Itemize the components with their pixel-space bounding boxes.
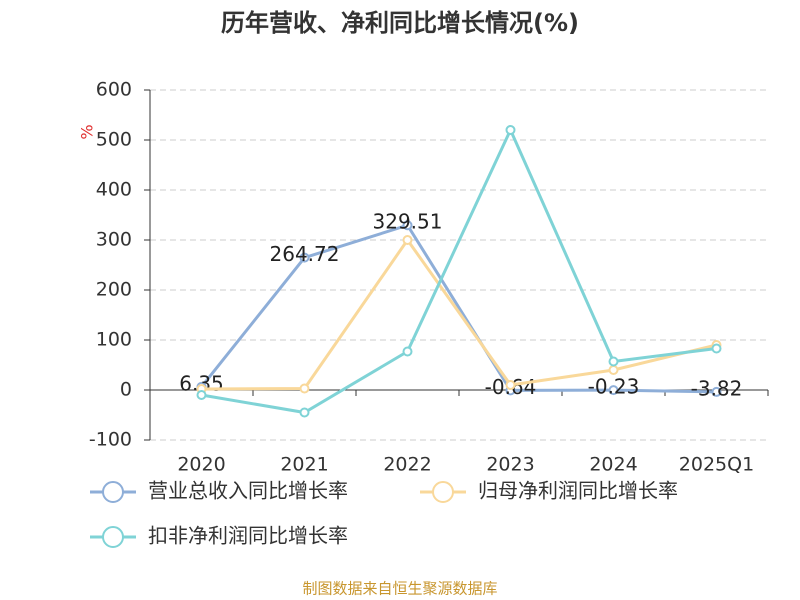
series-line xyxy=(200,223,717,394)
legend-marker xyxy=(102,526,124,548)
chart-title: 历年营收、净利同比增长情况(%) xyxy=(221,9,579,37)
y-tick-label: 0 xyxy=(120,379,132,401)
y-tick-label: -100 xyxy=(89,429,132,451)
y-tick-label: 500 xyxy=(96,129,132,151)
series-line xyxy=(201,126,717,415)
y-tick-label: 100 xyxy=(96,329,132,351)
data-point xyxy=(299,252,310,263)
data-point xyxy=(711,343,722,354)
data-point xyxy=(711,386,722,397)
data-point xyxy=(505,125,516,135)
y-tick-label: 200 xyxy=(96,279,132,301)
data-label: -0.23 xyxy=(588,375,640,399)
x-tick-label: 2024 xyxy=(589,454,637,476)
legend-label: 扣非净利润同比增长率 xyxy=(148,524,348,548)
x-tick-label: 2022 xyxy=(383,454,431,476)
legend-marker xyxy=(432,481,454,503)
y-axis-label: % xyxy=(78,124,97,139)
data-label: 329.51 xyxy=(373,210,443,234)
legend-label: 营业总收入同比增长率 xyxy=(148,479,348,503)
data-point xyxy=(608,365,619,375)
data-point xyxy=(402,220,413,231)
data-point xyxy=(402,346,413,357)
legend-label: 归母净利润同比增长率 xyxy=(478,479,678,503)
data-point xyxy=(299,407,310,418)
y-tick-label: 300 xyxy=(96,229,132,251)
y-tick-label: 400 xyxy=(96,179,132,201)
data-point xyxy=(608,385,619,396)
x-tick-label: 2025Q1 xyxy=(679,454,754,476)
data-point xyxy=(608,356,619,367)
data-point xyxy=(299,383,310,394)
data-point xyxy=(505,380,516,390)
series-line xyxy=(201,237,717,391)
x-tick-label: 2020 xyxy=(177,454,225,476)
legend-marker xyxy=(102,481,124,503)
data-label: -3.82 xyxy=(691,376,743,400)
x-tick-label: 2023 xyxy=(486,454,534,476)
y-tick-label: 600 xyxy=(96,79,132,101)
data-label: 264.72 xyxy=(270,242,340,266)
data-point xyxy=(196,390,207,400)
source-note: 制图数据来自恒生聚源数据库 xyxy=(302,580,497,598)
x-tick-label: 2021 xyxy=(280,454,328,476)
data-point xyxy=(402,235,413,245)
